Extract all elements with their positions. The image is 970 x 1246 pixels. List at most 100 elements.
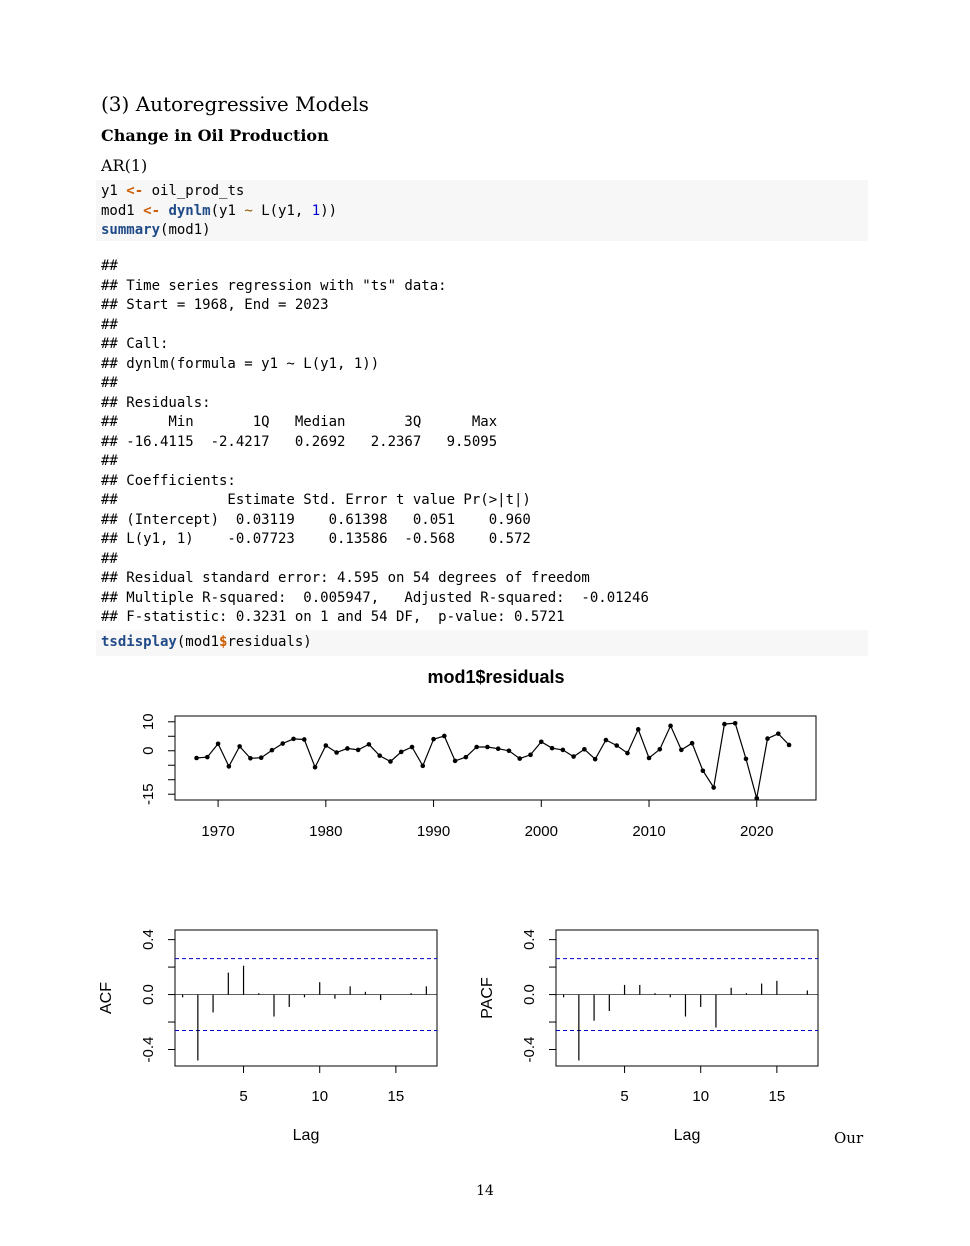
ts-point: [194, 755, 199, 761]
code-block-summary: y1 <- oil_prod_ts mod1 <- dynlm(y1 ~ L(y…: [96, 180, 868, 241]
ts-point: [258, 755, 264, 761]
output-line: ## Residuals:: [101, 394, 211, 411]
tsdisplay-figure: mod1$residuals 1970 1980 1990 2000 2010 2020 -1…: [96, 660, 876, 1155]
code-line: summary(mod1): [101, 222, 211, 238]
code-line: tsdisplay(mod1$residuals): [101, 634, 312, 650]
pacf-x-axis-label: Lag: [674, 1127, 701, 1144]
ts-point: [765, 736, 770, 741]
output-line: ##: [101, 453, 118, 469]
ts-point: [237, 744, 242, 749]
pacf-x-tick-label: 15: [769, 1088, 786, 1105]
ts-point: [582, 747, 587, 752]
ts-point: [506, 748, 512, 754]
ts-y-tick-label: 10: [140, 713, 157, 730]
acf-x-tick-label: 5: [239, 1088, 247, 1105]
ts-point: [442, 733, 447, 739]
margin-text: Our: [834, 1129, 864, 1147]
ts-point: [603, 737, 609, 743]
ts-point: [743, 756, 749, 762]
acf-y-tick-label: -0.4: [140, 1037, 157, 1063]
ts-point: [538, 739, 544, 745]
output-line: ## F-statistic: 0.3231 on 1 and 54 DF, p…: [101, 609, 565, 625]
output-line: ## Estimate Std. Error t value Pr(>|t|): [101, 492, 531, 508]
ts-point: [614, 743, 619, 748]
ts-point: [312, 764, 318, 770]
pacf-x-tick-label: 5: [620, 1088, 628, 1105]
ts-point: [334, 750, 339, 755]
ts-point: [711, 785, 716, 790]
output-line: ## Min 1Q Median 3Q Max: [101, 414, 498, 430]
acf-y-axis-label: ACF: [98, 982, 115, 1014]
ts-point: [226, 764, 232, 769]
ts-point: [291, 736, 296, 742]
ts-point: [377, 753, 382, 758]
pacf-frame: [555, 929, 819, 1067]
ts-point: [495, 746, 501, 752]
console-output: ## ## Time series regression with "ts" da…: [101, 257, 649, 628]
output-line: ## L(y1, 1) -0.07723 0.13586 -0.568 0.57…: [101, 531, 531, 547]
ts-point: [474, 744, 479, 750]
ts-point: [528, 752, 533, 758]
acf-y-tick-label: 0.4: [140, 929, 157, 950]
ts-point: [549, 745, 555, 751]
acf-frame: [174, 929, 438, 1067]
ts-point: [689, 740, 695, 746]
page-number: 14: [476, 1183, 494, 1199]
output-line: ## Time series regression with "ts" data…: [101, 277, 447, 294]
ts-x-tick-label: 1980: [309, 823, 342, 840]
output-line: ## Start = 1968, End = 2023: [101, 297, 329, 313]
code-line: y1 <- oil_prod_ts: [101, 183, 245, 199]
subsection-heading: Change in Oil Production: [101, 126, 329, 145]
pacf-y-tick-label: 0.4: [521, 929, 538, 950]
output-line: ## -16.4115 -2.4217 0.2692 2.2367 9.5095: [101, 433, 498, 450]
tsdisplay-plot: mod1$residuals 1970 1980 1990 2000 2010 2020 -1…: [98, 667, 819, 1144]
output-line: ##: [101, 550, 118, 567]
pacf-y-tick-label: 0.0: [521, 984, 538, 1005]
ts-point: [409, 744, 415, 750]
ts-point: [732, 720, 738, 726]
ts-x-tick-label: 2000: [525, 823, 558, 840]
ts-point: [754, 795, 760, 801]
ts-point: [205, 754, 210, 760]
ts-point: [323, 743, 329, 748]
ts-point: [635, 727, 641, 732]
ts-point: [398, 749, 404, 755]
output-line: ##: [101, 316, 118, 333]
pacf-y-axis-label: PACF: [479, 977, 496, 1019]
ts-point: [560, 747, 566, 753]
ts-y-tick-label: 0: [140, 747, 157, 755]
ts-point: [679, 747, 684, 753]
ts-point: [269, 747, 275, 753]
ts-point: [301, 737, 307, 742]
ts-point: [345, 746, 350, 751]
output-line: ## dynlm(formula = y1 ~ L(y1, 1)): [101, 355, 380, 372]
model-label: AR(1): [101, 156, 148, 175]
pacf-y-tick-label: -0.4: [521, 1037, 538, 1063]
pacf-x-tick-label: 10: [692, 1088, 709, 1105]
ts-title: mod1$residuals: [427, 667, 564, 687]
ts-point: [215, 741, 221, 747]
ts-point: [280, 741, 286, 746]
ts-point: [355, 747, 361, 753]
ts-point: [625, 750, 630, 756]
ts-point: [571, 754, 576, 759]
output-line: ## (Intercept) 0.03119 0.61398 0.051 0.9…: [101, 511, 531, 528]
acf-x-tick-label: 15: [388, 1088, 405, 1105]
acf-x-tick-label: 10: [311, 1088, 328, 1105]
ts-point: [420, 763, 426, 769]
ts-point: [248, 755, 253, 761]
ts-point: [786, 742, 792, 748]
output-line: ##: [101, 258, 118, 274]
ts-series-line: [196, 722, 790, 799]
ts-x-tick-label: 2010: [632, 823, 665, 840]
ts-y-tick-label: -15: [140, 783, 157, 805]
ts-point: [646, 755, 652, 761]
ts-x-tick-label: 1970: [201, 823, 234, 840]
output-line: ##: [101, 375, 118, 391]
ts-point: [517, 756, 523, 761]
ts-x-tick-label: 1990: [417, 823, 450, 840]
code-block-tsdisplay: tsdisplay(mod1$residuals): [96, 630, 868, 656]
ts-point: [700, 768, 706, 774]
section-heading: (3) Autoregressive Models: [101, 92, 369, 116]
ts-point: [592, 756, 598, 762]
